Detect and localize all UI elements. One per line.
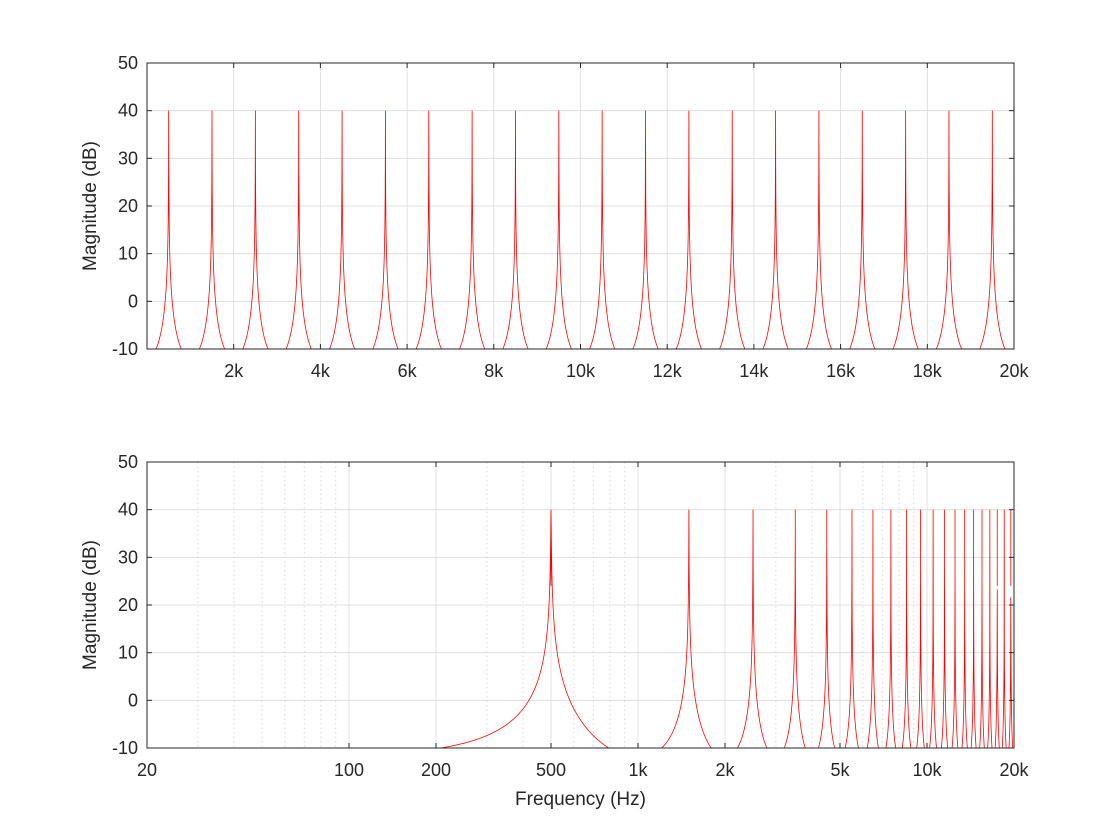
y-tick-label: 40 [118,500,138,520]
y-tick-label: -10 [112,339,138,359]
x-tick-label: 20k [999,760,1029,780]
x-tick-label: 500 [536,760,566,780]
y-tick-label: 50 [118,452,138,472]
y-axis-label: Magnitude (dB) [80,540,101,670]
y-axis-label: Magnitude (dB) [80,141,101,271]
y-tick-label: 0 [128,690,138,710]
y-tick-label: 0 [128,291,138,311]
y-tick-label: 20 [118,595,138,615]
x-tick-label: 10k [912,760,942,780]
x-tick-label: 18k [913,361,943,381]
x-axis-label: Frequency (Hz) [515,789,646,810]
y-tick-label: -10 [112,738,138,758]
x-tick-label: 6k [398,361,418,381]
x-tick-label: 100 [334,760,364,780]
y-tick-label: 20 [118,196,138,216]
linear-frequency-plot: 2k 4k 6k 8k 10k 12k 14k 16k 18k 20k -10 0 10 20 30 40 50… [80,53,1030,381]
x-tick-label: 20 [137,760,157,780]
x-tick-label: 200 [421,760,451,780]
y-tick-label: 40 [118,101,138,121]
x-tick-label: 8k [484,361,504,381]
x-tick-label: 20k [999,361,1029,381]
y-tick-label: 30 [118,547,138,567]
y-tick-label: 30 [118,148,138,168]
x-tick-label: 5k [830,760,850,780]
x-tick-label: 2k [224,361,244,381]
x-tick-label: 4k [311,361,331,381]
magnitude-curve [438,509,1014,748]
y-tick-label: 50 [118,53,138,73]
x-tick-label: 10k [566,361,596,381]
x-tick-label: 2k [715,760,735,780]
x-tick-label: 12k [653,361,683,381]
y-tick-label: 10 [118,643,138,663]
x-tick-label: 1k [628,760,648,780]
log-frequency-plot: 20 100 200 500 1k 2k 5k 10k 20k -10 0 10 20 30 40 50 Mag… [80,452,1030,810]
x-tick-label: 14k [739,361,769,381]
magnitude-curve [155,110,1006,349]
y-tick-label: 10 [118,244,138,264]
x-tick-label: 16k [826,361,856,381]
